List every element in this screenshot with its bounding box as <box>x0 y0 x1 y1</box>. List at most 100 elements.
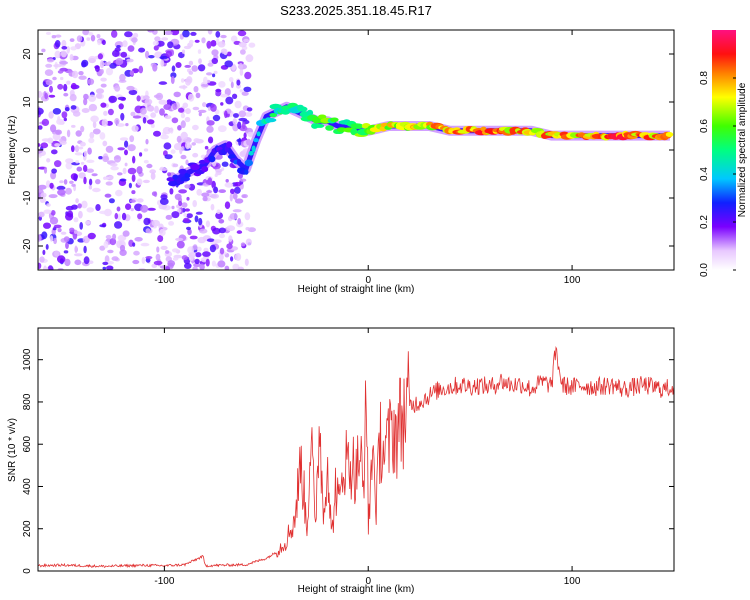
noise-speckle <box>72 110 81 117</box>
noise-speckle <box>184 262 192 269</box>
noise-speckle <box>206 72 213 76</box>
noise-speckle <box>121 212 127 221</box>
noise-speckle <box>215 212 224 220</box>
noise-speckle <box>207 79 211 84</box>
noise-speckle <box>108 198 115 204</box>
noise-speckle <box>201 37 206 44</box>
noise-speckle <box>107 249 114 254</box>
noise-speckle <box>240 242 246 247</box>
noise-speckle <box>71 183 76 187</box>
noise-speckle <box>125 203 132 210</box>
noise-speckle <box>103 176 110 180</box>
noise-speckle <box>158 99 168 105</box>
noise-speckle <box>185 108 191 115</box>
noise-speckle <box>181 146 185 152</box>
noise-speckle <box>229 193 233 202</box>
noise-speckle <box>87 78 95 85</box>
noise-speckle <box>239 68 244 76</box>
noise-speckle <box>159 228 166 237</box>
noise-speckle <box>141 257 146 264</box>
noise-speckle <box>95 179 101 185</box>
noise-speckle <box>244 112 253 117</box>
snr-x-ticks: -100 0 100 <box>154 328 581 587</box>
noise-speckle <box>41 231 48 240</box>
noise-speckle <box>70 82 77 90</box>
noise-speckle <box>38 125 43 130</box>
noise-speckle <box>61 111 68 119</box>
noise-speckle <box>175 237 184 241</box>
noise-speckle <box>95 88 105 94</box>
noise-speckle <box>45 31 52 35</box>
spectrogram-y-ticks: -20 -10 0 10 20 <box>22 48 674 253</box>
noise-speckle <box>206 120 215 126</box>
colorbar-tick-label: 0.8 <box>699 71 710 85</box>
noise-speckle <box>83 98 88 106</box>
noise-speckle <box>38 234 42 242</box>
noise-speckle <box>95 93 103 99</box>
noise-speckle <box>202 251 211 257</box>
noise-speckle <box>171 117 179 124</box>
noise-speckle <box>65 241 69 249</box>
noise-speckle <box>70 46 77 51</box>
noise-speckle <box>91 173 98 177</box>
noise-speckle <box>75 198 79 204</box>
colorbar-gradient <box>712 30 736 270</box>
noise-speckle <box>45 79 53 86</box>
noise-speckle <box>140 107 147 115</box>
noise-speckle <box>45 180 51 188</box>
noise-speckle <box>196 188 202 196</box>
noise-speckle <box>88 184 93 190</box>
noise-speckle <box>131 125 139 132</box>
y-tick-label: -20 <box>22 238 33 253</box>
noise-speckle <box>43 166 48 174</box>
noise-speckle <box>66 129 71 138</box>
noise-speckle <box>237 121 242 130</box>
noise-speckle <box>212 114 221 122</box>
snr-y-label: SNR (10 * v/v) <box>7 418 18 482</box>
noise-speckle <box>246 107 253 112</box>
noise-speckle <box>205 220 210 228</box>
noise-speckle <box>112 49 120 58</box>
noise-speckle <box>136 178 143 186</box>
noise-speckle <box>184 208 190 212</box>
noise-speckle <box>186 213 193 219</box>
noise-speckle <box>199 228 208 234</box>
noise-speckle <box>171 205 175 210</box>
noise-speckle <box>153 130 161 137</box>
noise-speckle <box>39 256 45 263</box>
noise-speckle <box>99 132 106 140</box>
noise-speckle <box>92 128 101 135</box>
noise-speckle <box>105 181 113 186</box>
noise-speckle <box>88 260 94 265</box>
noise-speckle <box>173 143 182 151</box>
noise-speckle <box>232 123 239 132</box>
ridge-cell <box>248 151 254 156</box>
noise-speckle <box>57 255 66 264</box>
noise-speckle <box>90 115 99 123</box>
noise-speckle <box>124 31 133 38</box>
noise-speckle <box>81 200 88 209</box>
noise-speckle <box>171 211 180 219</box>
noise-speckle <box>86 159 95 163</box>
snr-series-line <box>38 345 674 569</box>
noise-speckle <box>182 30 190 38</box>
noise-speckle <box>207 30 213 35</box>
noise-speckle <box>233 113 239 118</box>
noise-speckle <box>194 258 200 265</box>
noise-speckle <box>117 96 126 101</box>
noise-speckle <box>215 168 223 173</box>
noise-speckle <box>244 258 249 266</box>
noise-speckle <box>65 162 73 170</box>
snr-x-label: Height of straight line (km) <box>298 584 415 595</box>
noise-speckle <box>230 81 234 89</box>
x-tick-label: -100 <box>154 275 174 286</box>
noise-speckle <box>100 102 107 108</box>
noise-speckle <box>51 149 58 155</box>
noise-speckle <box>57 189 66 196</box>
noise-speckle <box>198 58 202 64</box>
ridge-cell <box>198 159 206 165</box>
noise-speckle <box>41 138 51 142</box>
noise-speckle <box>188 252 196 258</box>
noise-speckle <box>185 141 191 150</box>
spectrogram-x-label: Height of straight line (km) <box>298 284 415 295</box>
